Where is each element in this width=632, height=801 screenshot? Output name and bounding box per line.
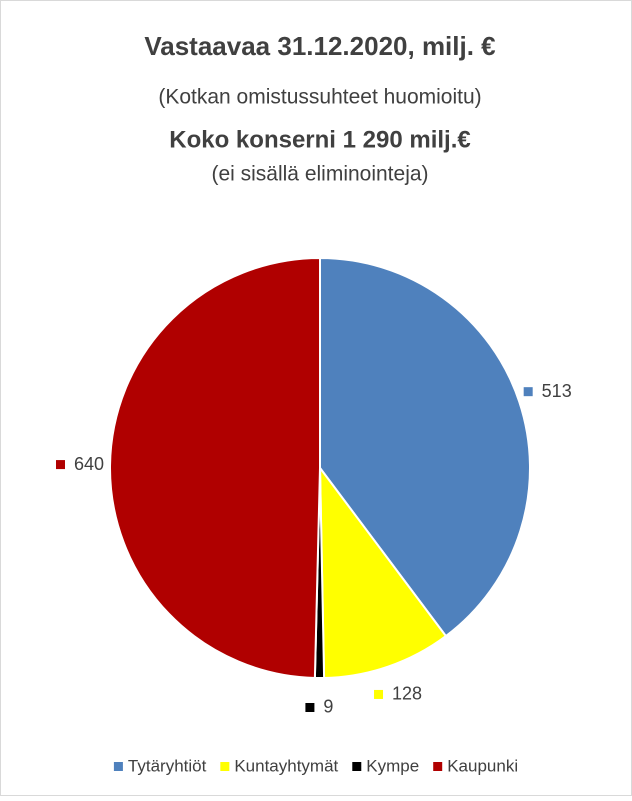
chart-subtitle: (Kotkan omistussuhteet huomioitu) — [158, 86, 481, 109]
legend-label: Kympe — [366, 756, 419, 775]
pie-slice — [109, 256, 321, 679]
data-label: 9 — [305, 697, 333, 717]
legend-key — [352, 762, 362, 771]
chart-subtitle: (ei sisällä eliminointeja) — [211, 163, 428, 186]
legend-key — [113, 762, 123, 771]
legend-key — [433, 762, 443, 771]
data-label-text: 513 — [542, 381, 572, 401]
data-label-key — [305, 702, 315, 712]
pie-slice — [318, 464, 448, 679]
data-label-text: 9 — [323, 697, 333, 717]
data-label: 128 — [374, 684, 422, 704]
legend: Tytäryhtiöt Kuntayhtymät Kympe Kaupunki — [113, 756, 518, 775]
pie-slice — [319, 256, 531, 638]
data-label: 513 — [523, 381, 572, 401]
legend-key — [220, 762, 230, 771]
legend-label: Tytäryhtiöt — [128, 756, 207, 775]
data-label-key — [374, 689, 384, 699]
data-label: 640 — [55, 454, 104, 474]
data-label-text: 640 — [74, 454, 104, 474]
chart-subtitle: Koko konserni 1 290 milj.€ — [169, 126, 470, 153]
data-label-key — [55, 460, 65, 470]
legend-label: Kaupunki — [447, 756, 518, 775]
data-label-text: 128 — [392, 684, 422, 704]
legend-label: Kuntayhtymät — [234, 756, 338, 775]
chart-title: Vastaavaa 31.12.2020, milj. € — [144, 31, 495, 61]
data-label-key — [523, 387, 533, 397]
